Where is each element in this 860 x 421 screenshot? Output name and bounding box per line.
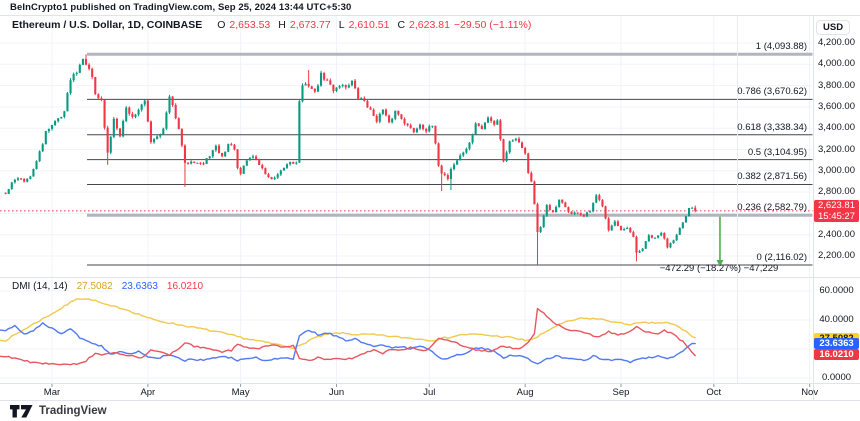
dmi-axis-tick: 40.0000 — [819, 314, 854, 325]
last-price-badge: 2,623.81 15:45:27 — [814, 199, 859, 222]
price-axis-tick: 3,400.00 — [818, 122, 855, 134]
symbol-legend[interactable]: Ethereum / U.S. Dollar, 1D, COINBASE O 2,… — [12, 19, 531, 31]
gridlines — [0, 15, 813, 384]
fib-level-label: 1 (4,093.88) — [755, 41, 807, 53]
time-axis-label-sep: Sep — [612, 387, 630, 398]
tradingview-brand[interactable]: TradingView — [39, 405, 107, 417]
pane-separators — [0, 15, 860, 401]
dmi-line-minusDI — [0, 307, 696, 366]
price-axis-tick: 3,200.00 — [818, 143, 855, 155]
close-value: 2,623.81 — [409, 19, 450, 31]
close-label: C — [397, 19, 406, 31]
fib-level-label: 0.618 (3,338.34) — [737, 121, 807, 133]
price-axis-tick: 2,400.00 — [818, 228, 855, 240]
dmi-axis-tick: 60.0000 — [819, 285, 854, 296]
time-axis-label-nov: Nov — [801, 387, 819, 398]
dmi-title: DMI (14, 14) — [12, 281, 68, 292]
fib-level-label: 0.382 (2,871.56) — [737, 171, 807, 183]
dmi-axis-tick: 0.0000 — [821, 372, 852, 383]
price-axis-tick: 2,800.00 — [818, 186, 855, 198]
time-axis-label-aug: Aug — [516, 387, 534, 398]
tradingview-logo[interactable] — [10, 404, 33, 418]
high-value: 2,673.77 — [289, 19, 331, 31]
dmi-legend[interactable]: DMI (14, 14) 27.5082 23.6363 16.0210 — [12, 281, 203, 292]
fib-level-label: 0 (2,116.02) — [756, 251, 807, 263]
currency-toggle[interactable]: USD — [816, 20, 851, 35]
price-axis-tick: 2,200.00 — [818, 250, 855, 261]
time-axis-label-oct: Oct — [706, 387, 722, 398]
last-price-value: 2,623.81 — [818, 199, 855, 211]
low-value: 2,610.51 — [348, 19, 390, 31]
price-axis-tick: 3,800.00 — [818, 79, 855, 91]
change-value: −29.50 (−1.11%) — [453, 19, 532, 31]
footer: TradingView — [0, 401, 860, 421]
dmi-indicator-lines — [0, 298, 696, 366]
dmi-plus-di-value: 23.6363 — [121, 281, 158, 292]
price-axis-tick: 4,000.00 — [818, 58, 855, 70]
fib-retracement-drawing[interactable] — [87, 52, 813, 266]
time-axis-label-mar: Mar — [43, 387, 61, 398]
price-axis-tick: 4,200.00 — [818, 37, 855, 48]
attribution-link[interactable]: BeInCrypto1 published on TradingView.com… — [10, 2, 352, 13]
attribution-bar: BeInCrypto1 published on TradingView.com… — [10, 0, 351, 15]
measure-arrow — [716, 216, 724, 267]
dmi-adx-value: 27.5082 — [76, 281, 113, 292]
low-label: L — [338, 19, 345, 31]
dmi-line-plusDI — [0, 322, 696, 365]
open-value: 2,653.53 — [229, 19, 271, 31]
price-axis-tick: 3,000.00 — [818, 164, 855, 176]
time-axis-label-jul: Jul — [423, 387, 436, 398]
fib-level-label: 0.786 (3,670.62) — [737, 86, 807, 98]
dmi-plus-badge: 23.6363 — [814, 338, 859, 350]
price-axis-tick: 3,600.00 — [818, 100, 855, 112]
dmi-minus-badge: 16.0210 — [814, 349, 859, 361]
time-axis-label-may: May — [231, 387, 250, 398]
candles-layer — [4, 54, 697, 265]
measure-label: −472.29 (−18.27%) −47,229 — [659, 263, 779, 274]
high-label: H — [278, 19, 286, 31]
open-label: O — [217, 19, 226, 31]
dmi-line-ADX — [0, 298, 696, 350]
dmi-adx-badge: 27.5082 — [814, 332, 859, 344]
dmi-minus-di-value: 16.0210 — [166, 281, 204, 292]
symbol-title: Ethereum / U.S. Dollar, 1D, COINBASE — [12, 19, 203, 31]
fib-level-label: 0.236 (2,582.79) — [737, 202, 807, 214]
fib-level-label: 0.5 (3,104.95) — [747, 146, 807, 158]
time-axis-label-apr: Apr — [140, 387, 156, 398]
bar-countdown: 15:45:27 — [818, 210, 855, 222]
time-axis-label-jun: Jun — [328, 387, 345, 398]
